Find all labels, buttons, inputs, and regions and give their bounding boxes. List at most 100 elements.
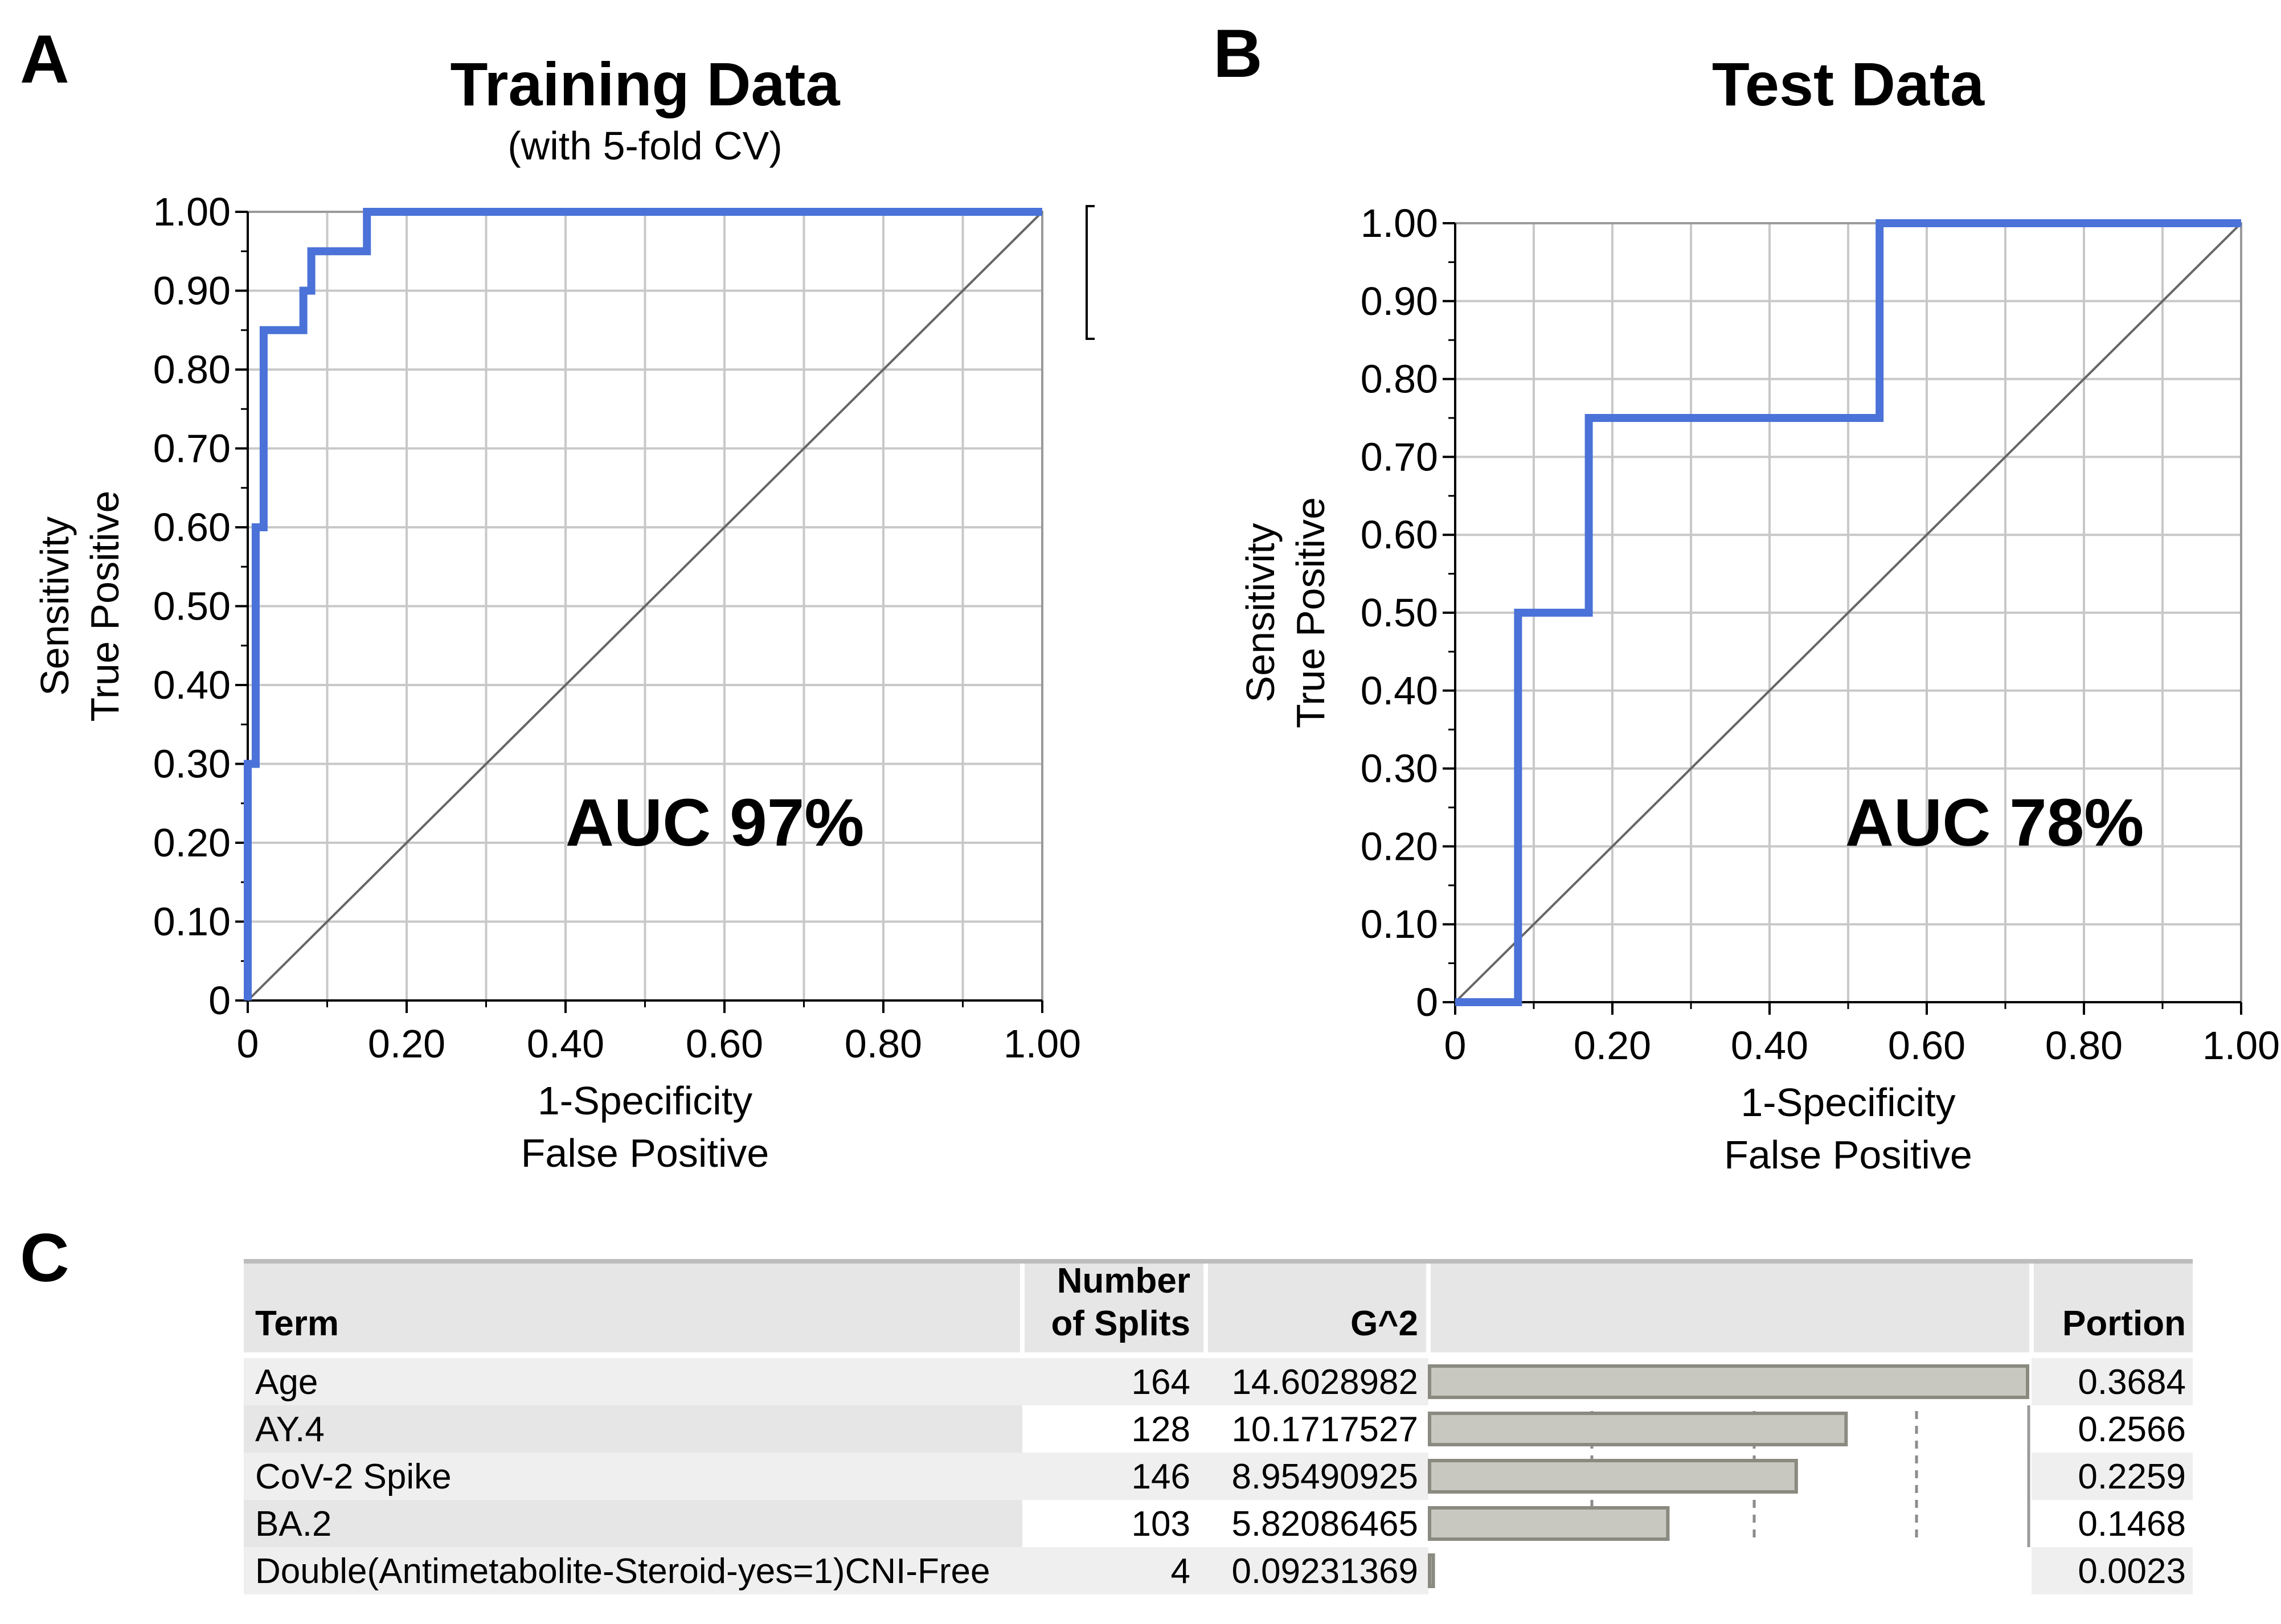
row-g2: 14.6028982 <box>1231 1363 1418 1402</box>
header-splits-line1: Number <box>1057 1261 1190 1301</box>
panel-letter-c: C <box>20 1220 69 1296</box>
x-axis-label: False Positive <box>521 1131 769 1175</box>
term-cell-background <box>244 1547 1022 1594</box>
x-tick-label: 0 <box>237 1022 259 1066</box>
x-tick-label: 0.80 <box>845 1022 922 1066</box>
y-tick-label: 0.60 <box>1361 512 1438 557</box>
row-term: Age <box>255 1363 318 1402</box>
training-roc-chart: Training Data (with 5-fold CV) 0 0.10 0.20 0.… <box>32 50 1095 1175</box>
y-tick-label: 0.20 <box>1361 824 1438 868</box>
value-cell-background <box>1022 1405 1428 1453</box>
portion-cell-background <box>2032 1358 2193 1405</box>
x-tick-label: 1.00 <box>2202 1023 2280 1068</box>
table-header-background <box>244 1264 2193 1352</box>
y-tick-label: 0.40 <box>1361 669 1438 713</box>
x-tick-label: 0.60 <box>1888 1023 1965 1068</box>
y-tick-label: 0.20 <box>153 821 231 865</box>
y-tick-label: 0.30 <box>1361 747 1438 791</box>
row-g2: 0.09231369 <box>1231 1552 1418 1591</box>
y-tick-label: 0 <box>208 978 231 1023</box>
auc-annotation: AUC 97% <box>566 785 865 860</box>
portion-bar <box>1428 1553 1435 1588</box>
roc-curve <box>1455 219 2241 1006</box>
y-tick-label: 0.70 <box>1361 434 1438 479</box>
x-tick-label: 0.40 <box>1731 1023 1808 1068</box>
row-term: Double(Antimetabolite-Steroid-yes=1)CNI-… <box>255 1552 990 1591</box>
y-tick-label: 0.60 <box>153 505 231 549</box>
y-tick-label: 0.80 <box>1361 357 1438 401</box>
portion-bar <box>1428 1459 1798 1494</box>
y-axis-label: True Positive <box>1288 497 1333 728</box>
portion-cell-background <box>2032 1547 2193 1594</box>
term-cell-background <box>244 1358 1022 1405</box>
row-portion: 0.2259 <box>2078 1457 2186 1496</box>
row-term: CoV-2 Spike <box>255 1457 452 1496</box>
header-g2: G^2 <box>1350 1304 1418 1343</box>
portion-cell-background <box>2032 1405 2193 1453</box>
term-cell-background <box>244 1453 1022 1500</box>
row-g2: 5.82086465 <box>1231 1504 1418 1544</box>
x-tick-label: 0.80 <box>2045 1023 2123 1068</box>
row-portion: 0.1468 <box>2078 1504 2186 1544</box>
x-tick-label: 0.20 <box>368 1022 445 1066</box>
portion-cell-background <box>2032 1500 2193 1547</box>
value-cell-background <box>1022 1358 1428 1405</box>
y-tick-label: 1.00 <box>153 190 231 234</box>
portion-bar <box>1428 1364 2029 1399</box>
test-roc-chart: Test Data 0 0.10 0.20 0.30 0.40 0.50 0.60 0.70 0.… <box>1238 50 2280 1177</box>
portion-cell-background <box>2032 1453 2193 1500</box>
row-term: BA.2 <box>255 1504 331 1544</box>
row-portion: 0.2566 <box>2078 1410 2186 1449</box>
auc-annotation: AUC 78% <box>1845 785 2144 860</box>
y-tick-label: 0.30 <box>153 742 231 786</box>
x-axis-label: False Positive <box>1724 1133 1972 1177</box>
y-tick-label: 0.50 <box>1361 590 1438 635</box>
reference-diagonal-line <box>247 211 1043 1002</box>
row-g2: 10.1717527 <box>1231 1410 1418 1449</box>
y-tick-label: 0.10 <box>1361 902 1438 946</box>
y-tick-label: 0.90 <box>153 269 231 313</box>
y-tick-label: 0.50 <box>153 584 231 629</box>
header-term: Term <box>255 1304 339 1343</box>
row-g2: 8.95490925 <box>1231 1457 1418 1496</box>
y-axis-label: Sensitivity <box>32 516 77 696</box>
header-splits-line2: of Splits <box>1051 1304 1190 1343</box>
row-splits: 4 <box>1171 1552 1190 1591</box>
panel-letter-b: B <box>1213 15 1263 92</box>
x-tick-label: 0.40 <box>527 1022 604 1066</box>
y-tick-label: 0.40 <box>153 663 231 707</box>
row-splits: 164 <box>1132 1363 1190 1402</box>
reference-diagonal-line <box>1454 222 2242 1003</box>
y-tick-label: 0.10 <box>153 900 231 944</box>
y-tick-label: 1.00 <box>1361 201 1438 245</box>
x-tick-label: 0.20 <box>1574 1023 1651 1068</box>
panel-letter-a: A <box>20 21 69 97</box>
y-axis-label: Sensitivity <box>1238 523 1283 702</box>
x-tick-label: 0.60 <box>686 1022 763 1066</box>
row-term: AY.4 <box>255 1410 325 1449</box>
x-tick-label: 1.00 <box>1004 1022 1081 1066</box>
term-cell-background <box>244 1500 1022 1547</box>
value-cell-background <box>1022 1453 1428 1500</box>
header-portion: Portion <box>2062 1304 2186 1343</box>
row-portion: 0.3684 <box>2078 1363 2186 1402</box>
y-axis-label: True Positive <box>83 491 127 722</box>
x-axis-label: 1-Specificity <box>538 1078 752 1123</box>
term-cell-background <box>244 1405 1022 1453</box>
x-axis-label: 1-Specificity <box>1741 1080 1955 1125</box>
y-tick-label: 0.80 <box>153 347 231 392</box>
row-splits: 103 <box>1132 1504 1190 1544</box>
chart-title: Test Data <box>1712 50 1985 118</box>
side-bracket <box>1086 205 1095 340</box>
roc-curve <box>244 208 1042 1000</box>
row-splits: 128 <box>1132 1410 1190 1449</box>
y-tick-label: 0.90 <box>1361 279 1438 323</box>
x-tick-label: 0 <box>1444 1023 1467 1068</box>
portion-bar <box>1428 1412 1848 1446</box>
value-cell-background <box>1022 1547 1428 1594</box>
value-cell-background <box>1022 1500 1428 1547</box>
y-tick-label: 0.70 <box>153 426 231 471</box>
row-portion: 0.0023 <box>2078 1552 2186 1591</box>
chart-subtitle: (with 5-fold CV) <box>507 124 782 168</box>
